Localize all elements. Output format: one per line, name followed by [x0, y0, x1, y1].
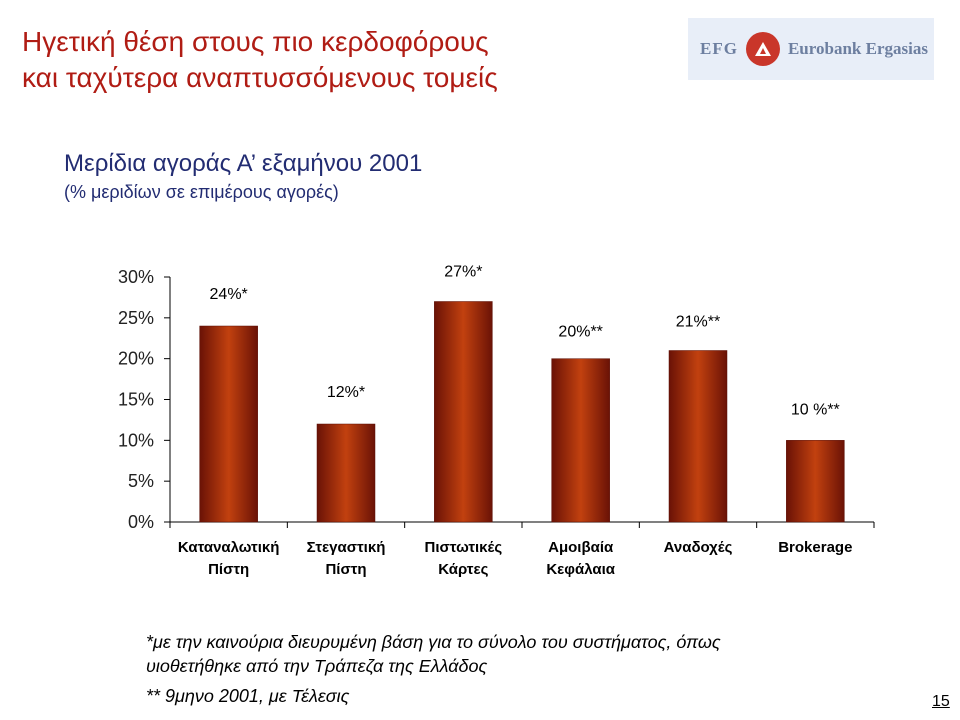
bar: [786, 440, 845, 523]
y-tick-label: 20%: [118, 349, 154, 369]
slide-title: Ηγετική θέση στους πιο κερδοφόρους και τ…: [22, 24, 662, 96]
category-label: Αναδοχές: [664, 539, 733, 556]
chart-subtitle-note: (% μεριδίων σε επιμέρους αγορές): [64, 182, 339, 202]
bar: [551, 358, 610, 523]
footnote-base: *με την καινούρια διευρυμένη βάση για το…: [146, 632, 721, 676]
footnote-period: ** 9μηνο 2001, με Τέλεσις: [146, 686, 350, 706]
bar: [668, 350, 728, 523]
y-tick-label: 30%: [118, 267, 154, 287]
eurobank-logo: EFG Eurobank Ergasias: [688, 18, 934, 80]
bar: [199, 325, 258, 523]
data-label: 10 %**: [791, 401, 840, 418]
logo-efg-text: EFG: [700, 39, 738, 58]
y-tick-label: 15%: [118, 390, 154, 410]
bar: [316, 423, 376, 523]
category-label: Πίστη: [208, 561, 249, 578]
logo-name-text: Eurobank Ergasias: [787, 39, 928, 58]
category-label: Καταναλωτική: [178, 539, 280, 556]
data-label: 27%*: [444, 264, 482, 281]
category-label: Πίστη: [325, 561, 366, 578]
category-label: Πιστωτικές: [425, 539, 503, 556]
slide-title-line-1: Ηγετική θέση στους πιο κερδοφόρους: [22, 26, 489, 57]
y-tick-label: 5%: [128, 471, 154, 491]
category-label: Στεγαστική: [307, 539, 386, 556]
logo-mark-icon: [745, 32, 780, 66]
data-label: 20%**: [558, 324, 602, 341]
slide-title-line-2: και ταχύτερα αναπτυσσόμενους τομείς: [22, 62, 498, 93]
category-label: Brokerage: [778, 539, 852, 556]
data-label: 24%*: [210, 286, 248, 303]
y-tick-label: 10%: [118, 430, 154, 450]
category-label: Αμοιβαία: [548, 539, 614, 556]
page-number: 15: [932, 693, 950, 710]
bar: [434, 301, 493, 523]
chart-subtitle: Μερίδια αγοράς Α’ εξαμήνου 2001: [64, 150, 423, 177]
data-label: 12%*: [327, 384, 365, 401]
y-tick-label: 25%: [118, 308, 154, 328]
category-label: Κάρτες: [438, 561, 488, 578]
y-tick-label: 0%: [128, 512, 154, 532]
data-label: 21%**: [676, 314, 720, 331]
category-label: Κεφάλαια: [546, 561, 615, 578]
